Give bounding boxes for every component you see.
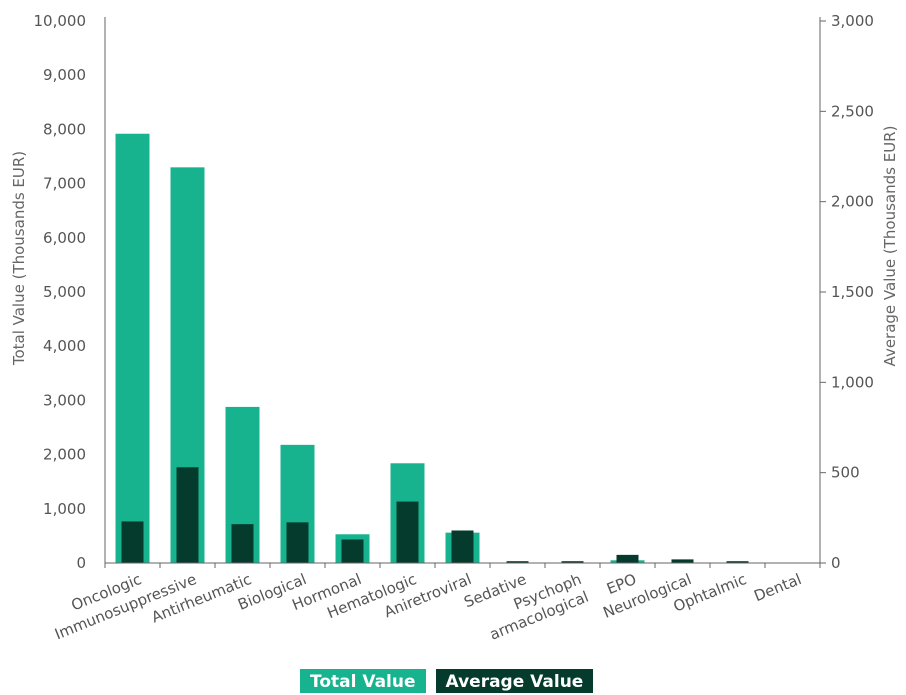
y-tick-label: 6,000 [43,229,86,247]
x-tick-label: Dental [751,570,804,605]
y-tick-label: 4,000 [43,337,86,355]
legend: Total Value Average Value [300,669,593,693]
chart: 0 1,000 2,000 3,000 4,000 5,000 6,000 7,000 8,00… [0,0,906,669]
bar-average-value [232,524,254,563]
y2-tick-label: 0 [831,554,841,572]
y-tick-label: 0 [76,554,86,572]
bar-average-value [617,555,639,563]
y-tick-label: 8,000 [43,120,86,138]
y2-tick-label: 2,500 [831,102,874,120]
bar-average-value [452,530,474,563]
bar-total-value [116,134,150,563]
bar-average-value [287,522,309,563]
y2-tick-label: 1,000 [831,373,874,391]
y-tick-label: 5,000 [43,283,86,301]
legend-total-value: Total Value [300,669,426,693]
bar-average-value [177,467,199,563]
y-axis-title: Total Value (Thousands EUR) [10,151,28,366]
y-tick-label: 3,000 [43,391,86,409]
y2-tick-label: 2,000 [831,193,874,211]
bar-average-value [342,540,364,563]
y-tick-label: 2,000 [43,446,86,464]
y-tick-label: 1,000 [43,500,86,518]
y2-tick-label: 500 [831,464,860,482]
y-tick-label: 7,000 [43,175,86,193]
bar-average-value [122,521,144,563]
y-tick-label: 9,000 [43,66,86,84]
y2-tick-label: 1,500 [831,283,874,301]
y2-axis-title: Average Value (Thousands EUR) [881,126,899,367]
legend-average-value: Average Value [436,669,594,693]
y-tick-label: 10,000 [34,12,87,30]
bar-average-value [397,502,419,563]
bar-average-value [672,559,694,563]
plot-area: 0 1,000 2,000 3,000 4,000 5,000 6,000 7,000 8,00… [34,12,874,644]
y2-tick-label: 3,000 [831,12,874,30]
